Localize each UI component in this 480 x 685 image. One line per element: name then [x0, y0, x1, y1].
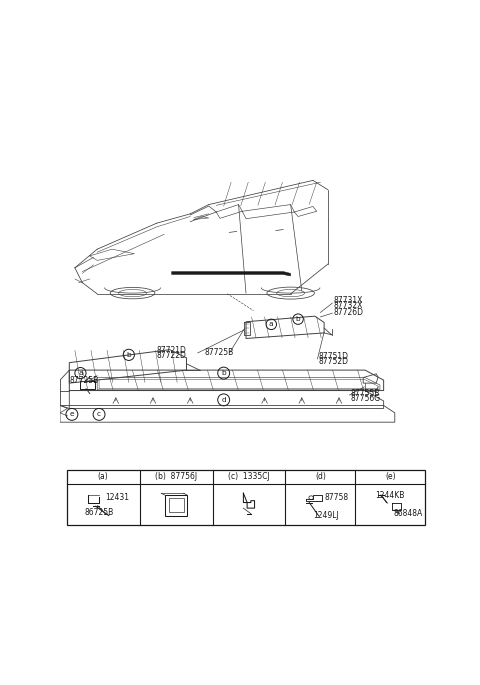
- Text: 87758: 87758: [324, 493, 348, 502]
- Text: 1244KB: 1244KB: [375, 490, 405, 499]
- Text: (e): (e): [385, 473, 396, 482]
- Text: 87725B: 87725B: [69, 375, 98, 385]
- Text: 87731X: 87731X: [334, 296, 363, 305]
- Text: 1249LJ: 1249LJ: [313, 511, 339, 520]
- Text: (c)  1335CJ: (c) 1335CJ: [228, 473, 270, 482]
- Bar: [168, 498, 183, 512]
- Text: b: b: [127, 352, 131, 358]
- Text: 87755B: 87755B: [350, 389, 380, 398]
- Text: a: a: [269, 321, 274, 327]
- Text: (a): (a): [98, 473, 108, 482]
- Text: 87732X: 87732X: [334, 301, 363, 310]
- Text: 87751D: 87751D: [319, 352, 348, 361]
- Text: 87722D: 87722D: [156, 351, 187, 360]
- Text: 87756G: 87756G: [350, 395, 380, 403]
- Text: a: a: [78, 370, 83, 376]
- Text: b: b: [221, 370, 226, 376]
- Text: 86848A: 86848A: [393, 509, 422, 518]
- Text: 87726D: 87726D: [334, 308, 363, 317]
- Polygon shape: [172, 271, 290, 276]
- Bar: [67, 470, 425, 525]
- Text: b: b: [296, 316, 300, 322]
- Text: 86725B: 86725B: [84, 508, 114, 517]
- Text: e: e: [70, 412, 74, 417]
- Text: (b)  87756J: (b) 87756J: [155, 473, 197, 482]
- Text: 12431: 12431: [105, 493, 129, 502]
- Text: (d): (d): [315, 473, 326, 482]
- Text: d: d: [221, 397, 226, 403]
- Text: 87725B: 87725B: [204, 348, 234, 357]
- Bar: [165, 495, 187, 516]
- Text: 87721D: 87721D: [156, 346, 187, 355]
- Text: 87752D: 87752D: [319, 357, 348, 366]
- Text: c: c: [97, 412, 101, 417]
